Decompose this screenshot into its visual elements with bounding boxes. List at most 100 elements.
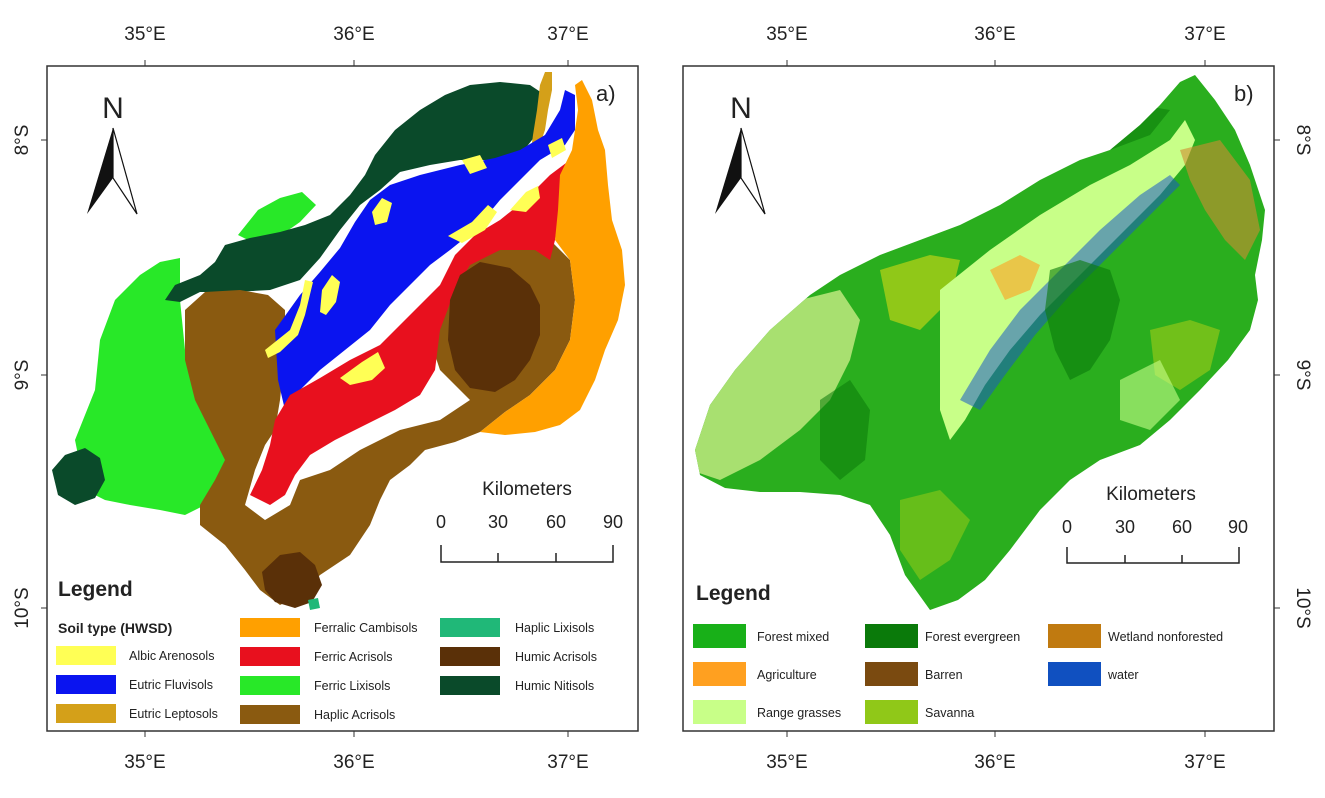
scale-tick-label: 0 (1062, 517, 1072, 537)
soil-albic-arenosols-1 (265, 280, 313, 358)
north-arrow-a: N (87, 92, 138, 215)
lon-label-36e-top-b: 36°E (974, 24, 1015, 45)
scale-tick-label: 90 (603, 512, 623, 532)
soil-humic-nitisols-north (165, 82, 545, 302)
legend-swatch-eutric-fluvisols (56, 675, 116, 694)
lon-label-35e-top-a: 35°E (124, 24, 165, 45)
soil-ferralic-cambisols (480, 80, 625, 435)
north-arrow-icon (715, 128, 741, 214)
scale-tick-label: 90 (1228, 517, 1248, 537)
soil-ferric-lixisols-west (75, 258, 230, 515)
scale-bar-line (1066, 547, 1240, 564)
legend-label: Ferric Lixisols (314, 679, 390, 693)
legend-label: Forest evergreen (925, 630, 1020, 644)
soil-map (52, 72, 625, 610)
soil-albic-arenosols-4 (372, 198, 392, 225)
panel-b-label: b) (1234, 81, 1254, 106)
lon-label-36e-bottom-a: 36°E (333, 752, 374, 773)
scale-tick-label: 0 (436, 512, 446, 532)
lon-label-35e-bottom-a: 35°E (124, 752, 165, 773)
legend-b: Legend Forest mixed Agriculture Range gr… (693, 582, 1223, 724)
legend-label: Range grasses (757, 706, 841, 720)
legend-title: Legend (58, 578, 133, 601)
north-arrow-icon (87, 128, 113, 214)
scale-tick-label: 60 (546, 512, 566, 532)
scale-title: Kilometers (1106, 484, 1196, 505)
legend-swatch-wetland-nonforested (1048, 624, 1101, 648)
landcover-savanna-1 (880, 255, 960, 330)
legend-label: Ferric Acrisols (314, 650, 392, 664)
soil-albic-arenosols-2 (320, 275, 340, 315)
soil-humic-acrisols-east (448, 262, 540, 392)
panel-a: 35°E 36°E 37°E 35°E 36°E 37°E 8°S 9°S 10… (12, 24, 639, 773)
landcover-forest-evergreen-2 (820, 380, 870, 480)
legend-label: Eutric Fluvisols (129, 678, 213, 692)
legend-swatch-humic-acrisols (440, 647, 500, 666)
scale-tick-label: 60 (1172, 517, 1192, 537)
scale-title: Kilometers (482, 479, 572, 500)
lat-label-9s-b: 9°S (1292, 360, 1313, 391)
legend-label: Humic Acrisols (515, 650, 597, 664)
legend-label: Albic Arenosols (129, 649, 214, 663)
landcover-range-grasses-east (1120, 360, 1180, 430)
scale-tick-label: 30 (1115, 517, 1135, 537)
legend-label: Eutric Leptosols (129, 707, 218, 721)
lon-label-37e-top-a: 37°E (547, 24, 588, 45)
north-arrow-icon (112, 127, 138, 215)
legend-swatch-ferralic-cambisols (240, 618, 300, 637)
lat-label-8s-a: 8°S (12, 125, 33, 156)
legend-swatch-albic-arenosols (56, 646, 116, 665)
legend-label: Agriculture (757, 668, 817, 682)
legend-swatch-agriculture (693, 662, 746, 686)
legend-label: Forest mixed (757, 630, 829, 644)
legend-label: Wetland nonforested (1108, 630, 1223, 644)
lon-label-37e-top-b: 37°E (1184, 24, 1225, 45)
landcover-agriculture-1 (990, 255, 1040, 300)
soil-humic-acrisols-south (262, 552, 322, 608)
lon-label-36e-top-a: 36°E (333, 24, 374, 45)
landcover-savanna-3 (900, 490, 970, 580)
lat-label-9s-a: 9°S (12, 360, 33, 391)
legend-swatch-ferric-acrisols (240, 647, 300, 666)
north-arrow-icon (740, 127, 766, 215)
soil-ferric-lixisols-north (238, 192, 316, 245)
legend-swatch-range-grasses (693, 700, 746, 724)
legend-swatch-forest-mixed (693, 624, 746, 648)
soil-ferric-acrisols (250, 160, 572, 505)
soil-albic-arenosols-5 (448, 205, 497, 243)
landcover-savanna-2 (1150, 320, 1220, 390)
soil-humic-nitisols-west (52, 448, 105, 505)
legend-swatch-water (1048, 662, 1101, 686)
legend-swatch-humic-nitisols (440, 676, 500, 695)
landcover-forest-evergreen-1 (1045, 260, 1120, 380)
lon-label-37e-bottom-a: 37°E (547, 752, 588, 773)
legend-subtitle: Soil type (HWSD) (58, 620, 172, 636)
lon-label-35e-top-b: 35°E (766, 24, 807, 45)
legend-title: Legend (696, 582, 771, 605)
north-letter: N (730, 92, 752, 125)
scale-bar-line (440, 545, 614, 563)
legend-swatch-haplic-acrisols (240, 705, 300, 724)
soil-eutric-fluvisols (275, 90, 575, 410)
scale-bar-b: Kilometers 0 30 60 90 (1062, 484, 1248, 564)
legend-label: water (1107, 668, 1139, 682)
legend-swatch-eutric-leptosols (56, 704, 116, 723)
soil-eutric-leptosols (530, 72, 552, 158)
legend-label: Humic Nitisols (515, 679, 594, 693)
legend-label: Haplic Acrisols (314, 708, 395, 722)
lon-label-37e-bottom-b: 37°E (1184, 752, 1225, 773)
landcover-range-grasses-west (695, 290, 860, 480)
landcover-agriculture-east (1180, 140, 1260, 260)
legend-swatch-barren (865, 662, 918, 686)
north-arrow-b: N (715, 92, 766, 215)
soil-albic-arenosols-7 (462, 155, 487, 174)
north-letter: N (102, 92, 124, 125)
lat-label-10s-b: 10°S (1292, 587, 1313, 628)
soil-albic-arenosols-8 (548, 138, 566, 158)
lon-label-35e-bottom-b: 35°E (766, 752, 807, 773)
lat-label-10s-a: 10°S (12, 587, 33, 628)
legend-swatch-forest-evergreen (865, 624, 918, 648)
legend-label: Savanna (925, 706, 974, 720)
soil-albic-arenosols-3 (340, 352, 385, 385)
